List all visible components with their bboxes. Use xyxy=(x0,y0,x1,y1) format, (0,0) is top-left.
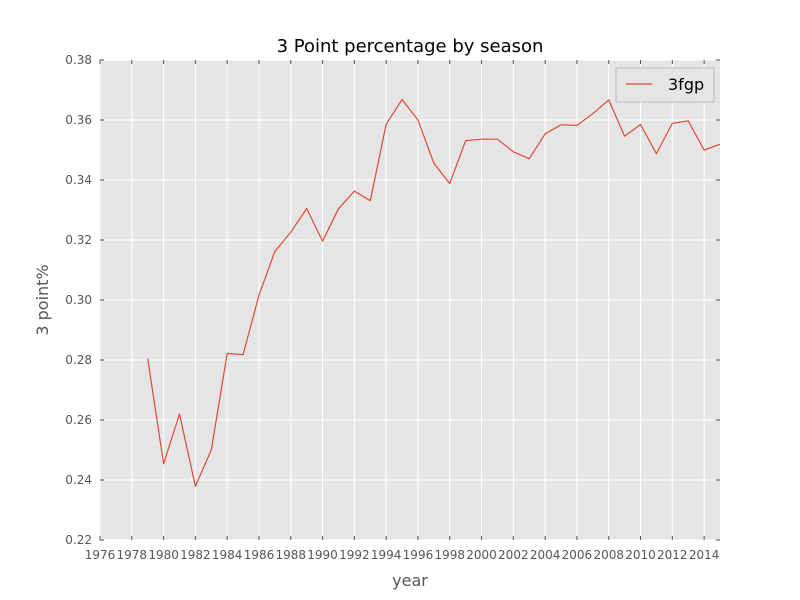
y-tick-label: 0.30 xyxy=(65,293,92,307)
gridlines xyxy=(99,59,720,541)
x-tick-label: 1988 xyxy=(275,548,306,562)
y-tick-label: 0.38 xyxy=(65,53,92,67)
series-line-3fgp xyxy=(147,98,721,487)
legend-label-3fgp: 3fgp xyxy=(668,75,704,94)
x-tick-label: 2010 xyxy=(625,548,656,562)
x-tick-label: 1992 xyxy=(339,548,370,562)
x-tick-label: 1998 xyxy=(434,548,465,562)
series-group xyxy=(147,98,721,487)
x-tick-label: 1976 xyxy=(85,548,116,562)
y-tick-label: 0.28 xyxy=(65,353,92,367)
x-tick-label: 1980 xyxy=(148,548,179,562)
x-tick-label: 1982 xyxy=(180,548,211,562)
y-axis-label: 3 point% xyxy=(33,264,52,335)
y-axis-tick-labels: 0.22 0.24 0.26 0.28 0.30 0.32 0.34 0.36 0.38 xyxy=(65,53,92,547)
x-axis-label: year xyxy=(392,571,428,590)
x-tick-label: 2012 xyxy=(657,548,688,562)
y-tick-label: 0.36 xyxy=(65,113,92,127)
x-tick-label: 2000 xyxy=(466,548,497,562)
tick-marks xyxy=(99,59,720,541)
x-tick-label: 1984 xyxy=(212,548,243,562)
x-tick-label: 2002 xyxy=(498,548,529,562)
x-tick-label: 1986 xyxy=(244,548,275,562)
x-tick-label: 1996 xyxy=(403,548,434,562)
x-tick-label: 2014 xyxy=(689,548,720,562)
x-tick-label: 1978 xyxy=(117,548,148,562)
y-tick-label: 0.26 xyxy=(65,413,92,427)
y-tick-label: 0.22 xyxy=(65,533,92,547)
legend-box xyxy=(615,67,715,103)
chart-title: 3 Point percentage by season xyxy=(277,36,544,57)
x-tick-label: 2004 xyxy=(530,548,561,562)
y-tick-label: 0.32 xyxy=(65,233,92,247)
y-tick-label: 0.34 xyxy=(65,173,92,187)
x-tick-label: 1990 xyxy=(307,548,338,562)
x-tick-label: 2008 xyxy=(593,548,624,562)
x-tick-label: 2006 xyxy=(562,548,593,562)
y-tick-label: 0.24 xyxy=(65,473,92,487)
legend: 3fgp xyxy=(615,67,715,103)
x-tick-label: 1994 xyxy=(371,548,402,562)
x-axis-tick-labels: 1976 1978 1980 1982 1984 1986 1988 1990 1992 1994… xyxy=(85,548,720,562)
